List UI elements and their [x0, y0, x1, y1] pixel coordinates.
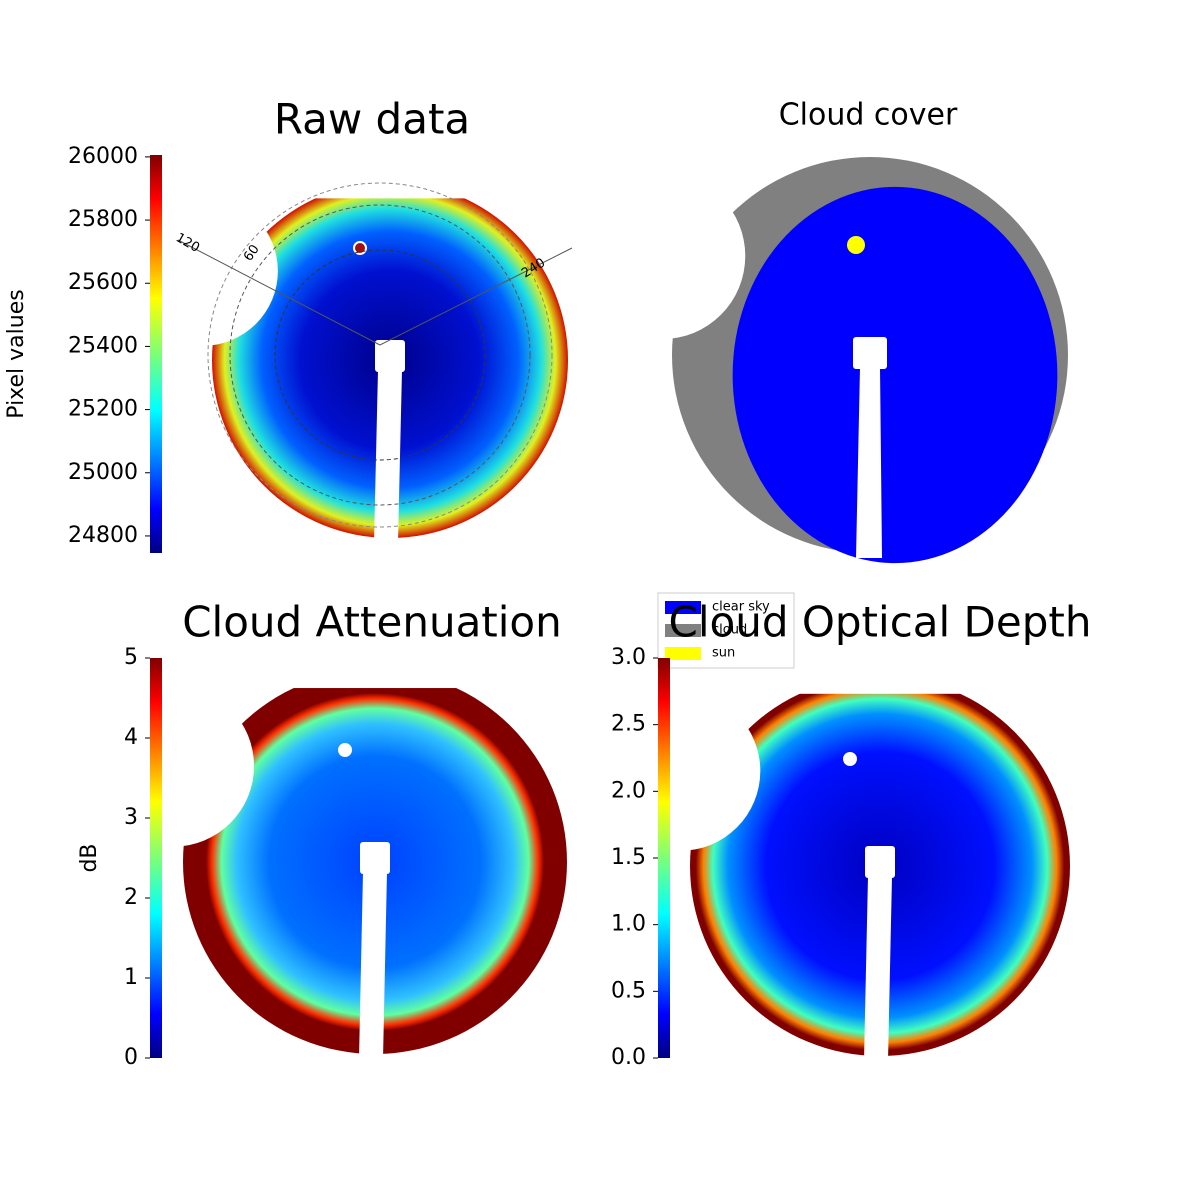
panel-title: Cloud Optical Depth: [669, 598, 1092, 647]
colorbar-tick-label: 2: [124, 885, 138, 910]
azimuth-line: [177, 239, 381, 346]
horizon-notch: [578, 172, 746, 340]
colorbar-tick-label: 3.0: [611, 645, 646, 670]
colorbar-tick-label: 1.0: [611, 912, 646, 937]
horizon-notch: [600, 691, 761, 851]
shadow-band: [359, 872, 387, 1059]
shadow-band: [374, 370, 402, 543]
colorbar-tick-label: 2.0: [611, 778, 646, 803]
shadow-band: [864, 876, 892, 1061]
top-clip: [178, 665, 572, 689]
legend-swatch: [665, 601, 701, 614]
colorbar-tick-label: 26000: [68, 144, 138, 169]
polar-grid: [229, 204, 531, 506]
azimuth-line: [379, 247, 573, 346]
colorbar-tick-label: 0.5: [611, 978, 646, 1003]
colorbar-tick-label: 24800: [68, 523, 138, 548]
colorbar-tick-label: 2.5: [611, 712, 646, 737]
camera-mount: [375, 340, 405, 372]
polar-grid: [274, 249, 486, 461]
sun-area: [847, 236, 865, 254]
colorbar-label: dB: [77, 843, 102, 872]
camera-mount: [360, 842, 390, 874]
camera-mount: [865, 846, 895, 878]
panel-title: Cloud Attenuation: [182, 598, 562, 647]
sun: [843, 752, 857, 766]
colorbar-tick-label: 4: [124, 725, 138, 750]
horizon-notch: [92, 685, 255, 847]
top-clip: [685, 671, 1075, 694]
polar-grid: [207, 182, 553, 528]
colorbar-tick-label: 25000: [68, 460, 138, 485]
colorbar-tick-label: 0.0: [611, 1045, 646, 1070]
legend-swatch: [665, 624, 701, 637]
colorbar: [658, 658, 670, 1058]
sun: [338, 743, 352, 757]
colorbar-tick-label: 25400: [68, 333, 138, 358]
colorbar-tick-label: 0: [124, 1045, 138, 1070]
sun: [353, 241, 367, 255]
legend-label: sun: [712, 646, 735, 661]
shadow-band: [856, 367, 882, 558]
colorbar-tick-label: 25600: [68, 270, 138, 295]
colorbar: [150, 155, 162, 553]
panel-title: Cloud cover: [779, 98, 958, 133]
legend-label: clear sky: [712, 600, 770, 615]
colorbar-tick-label: 1: [124, 965, 138, 990]
colorbar-tick-label: 1.5: [611, 845, 646, 870]
colorbar-tick-label: 25200: [68, 397, 138, 422]
camera-mount: [853, 337, 887, 369]
horizon-notch: [128, 196, 278, 346]
colorbar-tick-label: 3: [124, 805, 138, 830]
top-clip: [207, 177, 573, 199]
clear-area: [732, 186, 1058, 564]
panel-title: Raw data: [274, 95, 470, 144]
legend-swatch: [665, 647, 701, 660]
colorbar-label: Pixel values: [4, 289, 29, 418]
colorbar: [150, 658, 162, 1058]
colorbar-tick-label: 25800: [68, 207, 138, 232]
legend-label: cloud: [712, 623, 747, 638]
colorbar-tick-label: 5: [124, 645, 138, 670]
